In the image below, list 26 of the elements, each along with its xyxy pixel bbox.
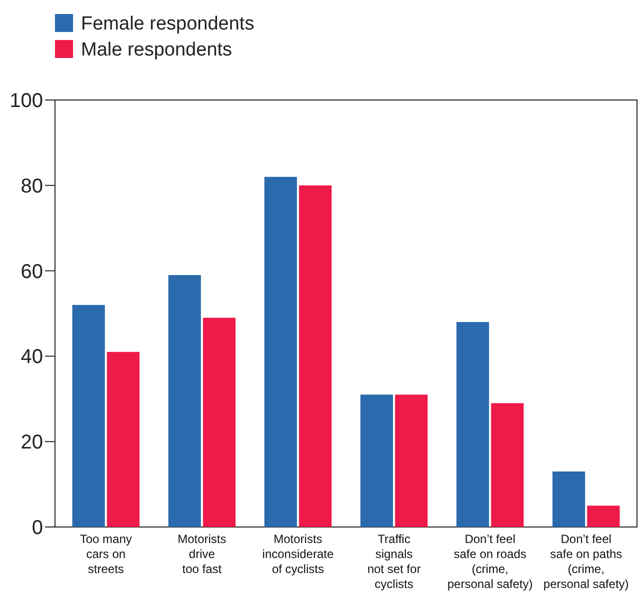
y-tick-label: 20 (20, 432, 43, 454)
y-tick-label: 80 (20, 175, 43, 198)
y-tick-label: 100 (10, 90, 43, 112)
x-tick-label: Motorists drive too fast (178, 532, 226, 576)
bar (491, 403, 524, 527)
x-tick-label: Too many cars on streets (80, 532, 132, 576)
x-tick-label: Traffic signals not set for cyclists (367, 532, 421, 591)
bar (360, 394, 393, 527)
y-tick-label: 0 (32, 517, 43, 539)
bar (202, 318, 236, 527)
bar (299, 185, 332, 527)
x-tick-label: Don’t feel safe on paths (crime, personal safety) (543, 532, 629, 591)
y-tick-label: 60 (20, 260, 43, 283)
bar (168, 275, 201, 527)
bar (552, 471, 586, 527)
y-tick-label: 40 (20, 346, 43, 368)
bar (587, 506, 620, 527)
x-tick-label: Don’t feel safe on roads (crime, personal safety) (447, 532, 533, 591)
x-tick-label: Motorists inconsiderate of cyclists (262, 532, 334, 576)
bar (72, 304, 105, 527)
bar (264, 176, 297, 527)
legend-label: Female respondents (81, 14, 254, 35)
legend-label: Male respondents (81, 40, 232, 61)
bar (395, 394, 428, 527)
bar (106, 352, 140, 527)
bar (456, 322, 490, 527)
